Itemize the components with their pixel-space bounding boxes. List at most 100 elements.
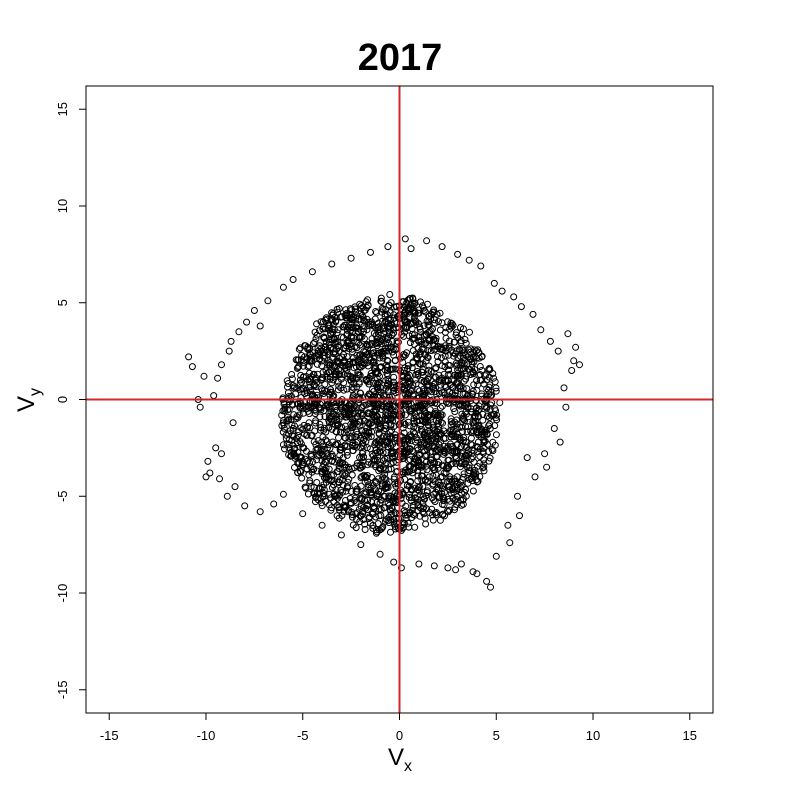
data-point — [200, 372, 208, 380]
data-point — [378, 336, 386, 344]
data-point — [415, 560, 423, 568]
data-point — [351, 303, 359, 311]
data-point — [335, 370, 343, 378]
data-point — [202, 473, 210, 481]
data-point — [412, 434, 420, 442]
data-point — [343, 451, 351, 459]
data-point — [375, 493, 383, 501]
data-point — [417, 402, 425, 410]
data-point — [402, 436, 410, 444]
data-point — [317, 426, 325, 434]
data-point — [328, 457, 336, 465]
data-point — [386, 439, 394, 447]
data-point — [391, 452, 399, 460]
data-point — [308, 268, 316, 276]
data-point — [435, 423, 443, 431]
data-point — [328, 260, 336, 268]
data-point — [196, 403, 204, 411]
data-point — [331, 492, 339, 500]
data-point — [347, 488, 355, 495]
data-point — [421, 419, 429, 426]
data-point — [477, 433, 485, 441]
data-point — [345, 310, 353, 318]
data-point — [466, 475, 474, 483]
data-point — [375, 460, 383, 468]
data-point — [375, 379, 383, 387]
data-point — [383, 455, 391, 462]
data-point — [319, 325, 327, 333]
data-point — [343, 448, 351, 456]
data-point — [374, 437, 382, 445]
data-point — [418, 462, 426, 470]
data-point — [241, 502, 249, 510]
data-point — [406, 320, 414, 328]
data-point — [321, 334, 328, 342]
data-point — [506, 539, 514, 547]
data-point — [314, 344, 322, 352]
y-axis-title-main: V — [13, 396, 40, 412]
data-point — [447, 415, 455, 423]
data-point — [316, 355, 324, 363]
data-point — [472, 476, 480, 484]
data-point — [464, 479, 472, 487]
data-point — [314, 444, 322, 452]
data-point — [336, 408, 344, 416]
data-point — [352, 324, 360, 332]
data-point — [390, 303, 398, 311]
data-point — [383, 356, 391, 364]
data-point — [362, 298, 370, 306]
data-point — [347, 341, 354, 348]
data-point — [384, 517, 392, 525]
data-point — [560, 384, 568, 392]
data-point — [445, 342, 453, 350]
data-point — [457, 365, 465, 373]
data-point — [256, 508, 264, 516]
data-point — [425, 374, 433, 382]
data-point — [478, 366, 486, 374]
data-point — [302, 342, 310, 350]
data-point — [417, 338, 425, 346]
data-point — [348, 441, 356, 449]
data-point — [517, 303, 525, 311]
data-point — [229, 419, 237, 427]
data-point — [470, 427, 478, 435]
data-point — [409, 390, 417, 398]
data-point — [431, 498, 439, 506]
data-point — [453, 441, 461, 449]
data-point — [342, 470, 350, 478]
data-point — [373, 528, 381, 536]
data-point — [372, 379, 380, 387]
data-point — [390, 498, 398, 506]
data-point — [372, 308, 380, 315]
data-point — [420, 322, 428, 330]
data-point — [325, 501, 333, 509]
data-point — [461, 336, 469, 343]
data-point — [349, 316, 357, 324]
data-point — [498, 287, 506, 295]
data-point — [387, 528, 394, 536]
data-point — [462, 452, 470, 460]
data-point — [454, 334, 462, 341]
data-point — [430, 562, 438, 570]
data-point — [318, 344, 326, 352]
data-point — [440, 494, 448, 502]
data-point — [469, 487, 477, 495]
data-point — [400, 311, 408, 319]
data-point — [285, 430, 293, 438]
data-point — [314, 437, 322, 445]
data-point — [480, 467, 488, 475]
data-point — [436, 413, 444, 421]
data-point — [293, 364, 301, 372]
data-point — [446, 486, 454, 494]
data-point — [214, 374, 222, 382]
data-point — [465, 461, 473, 469]
x-tick-label: -10 — [197, 728, 216, 743]
data-point — [299, 402, 307, 410]
data-point — [383, 402, 391, 410]
data-point — [485, 364, 493, 372]
data-point — [300, 444, 308, 452]
data-point — [319, 451, 327, 459]
data-point — [401, 441, 409, 449]
data-point — [531, 473, 539, 481]
data-point — [338, 512, 346, 519]
